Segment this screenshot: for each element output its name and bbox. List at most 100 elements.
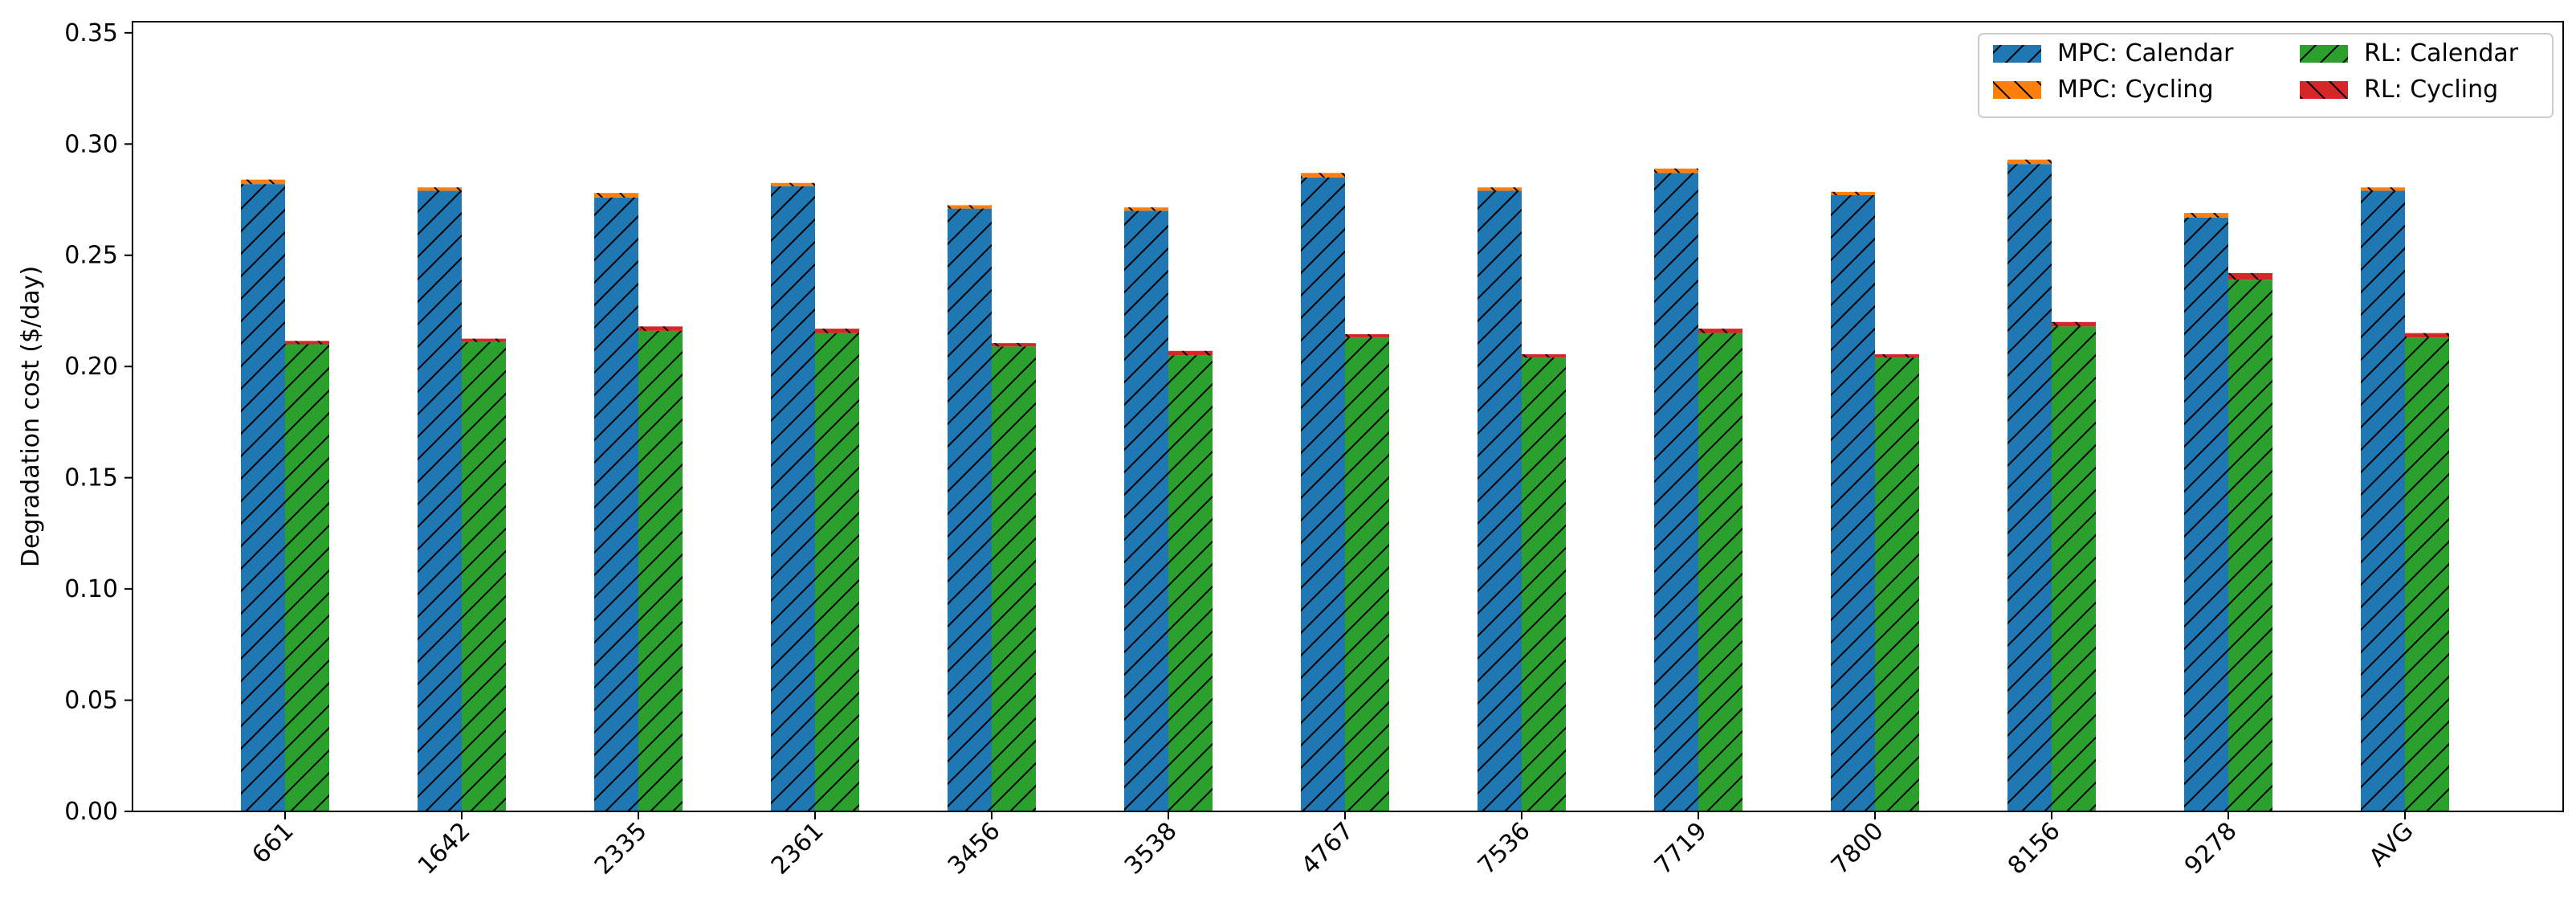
legend-label: MPC: Calendar (2057, 39, 2234, 67)
bar-mpc-calendar-7719 (1654, 173, 1698, 811)
bar-mpc-calendar-2361 (771, 186, 815, 811)
legend-label: RL: Cycling (2364, 76, 2498, 104)
bar-mpc-cycling-2361 (771, 182, 815, 186)
x-tick-label: 2361 (766, 817, 829, 880)
x-tick-label: 3538 (1119, 817, 1183, 880)
legend-item-mpc-cycling: MPC: Cycling (1993, 76, 2214, 104)
bar-rl-calendar-3538 (1168, 355, 1213, 811)
legend-swatch-hatch (2300, 81, 2348, 99)
bar-rl-calendar-1642 (462, 341, 506, 811)
bar-hatch (418, 190, 462, 811)
bar-hatch (2405, 333, 2449, 338)
bar-rl-cycling-3538 (1168, 350, 1213, 356)
bar-hatch (462, 338, 506, 342)
y-tick-label: 0.15 (64, 464, 118, 492)
bar-hatch (1698, 329, 1742, 333)
x-tick-label: 1642 (413, 817, 476, 880)
bar-hatch (1345, 337, 1389, 811)
bar-rl-cycling-7800 (1875, 353, 1919, 358)
bar-rl-cycling-3456 (992, 343, 1036, 347)
y-axis-label: Degradation cost ($/day) (17, 266, 45, 567)
bar-hatch (992, 343, 1036, 347)
bar-hatch (2405, 337, 2449, 811)
bar-rl-calendar-7800 (1875, 357, 1919, 812)
bar-mpc-calendar-1642 (418, 190, 462, 811)
bar-rl-cycling-661 (285, 341, 329, 345)
bar-hatch (1478, 190, 1522, 811)
x-tick-label: 2335 (589, 817, 653, 880)
bar-hatch (638, 326, 683, 331)
legend-label: RL: Calendar (2364, 39, 2519, 67)
bar-hatch (1124, 207, 1168, 211)
bar-rl-cycling-4767 (1345, 334, 1389, 338)
bar-mpc-calendar-7800 (1831, 194, 1875, 811)
bar-hatch (1345, 334, 1389, 338)
bar-mpc-calendar-7536 (1478, 190, 1522, 811)
bar-mpc-cycling-2335 (594, 193, 638, 198)
bar-rl-calendar-7536 (1522, 357, 1566, 812)
bar-hatch (1301, 177, 1345, 811)
bar-hatch (1875, 357, 1919, 812)
bar-mpc-cycling-AVG (2361, 187, 2405, 191)
bar-rl-calendar-2361 (815, 333, 859, 811)
bar-hatch (2184, 217, 2228, 812)
bar-hatch (2184, 213, 2228, 218)
y-tick-label: 0.20 (64, 353, 118, 381)
bar-mpc-calendar-2335 (594, 197, 638, 812)
bar-rl-cycling-AVG (2405, 333, 2449, 338)
legend-item-mpc-calendar: MPC: Calendar (1993, 39, 2234, 67)
bar-hatch (992, 346, 1036, 811)
bar-mpc-calendar-AVG (2361, 190, 2405, 811)
bar-hatch (2228, 280, 2272, 811)
y-tick-label: 0.00 (64, 798, 118, 826)
y-tick-label: 0.05 (64, 687, 118, 715)
x-tick-label: 4767 (1296, 817, 1359, 880)
bar-hatch (2228, 272, 2272, 280)
bar-hatch (1698, 333, 1742, 811)
bar-rl-calendar-2335 (638, 330, 683, 811)
bar-hatch (771, 182, 815, 186)
bar-mpc-calendar-9278 (2184, 217, 2228, 812)
x-tick-label: 8156 (2003, 817, 2066, 880)
bar-mpc-cycling-3456 (948, 205, 992, 209)
bar-hatch (1654, 173, 1698, 811)
bar-rl-cycling-1642 (462, 338, 506, 342)
bar-hatch (285, 344, 329, 811)
bar-rl-calendar-4767 (1345, 337, 1389, 811)
legend-swatch-hatch (1993, 81, 2041, 99)
bar-rl-calendar-3456 (992, 346, 1036, 811)
x-tick-label: 3456 (943, 817, 1006, 880)
x-tick-label: 7719 (1649, 817, 1713, 880)
bar-hatch (638, 330, 683, 811)
bar-hatch (285, 341, 329, 345)
legend-swatch-hatch (2300, 45, 2348, 63)
bar-hatch (2361, 187, 2405, 191)
axes-layer: 661 1642 2335 2361 3456 3538 4767 7536 7719 7800 8… (17, 19, 2564, 880)
bar-rl-cycling-2335 (638, 326, 683, 331)
legend: MPC: Calendar MPC: Cycling RL: Calendar RL:… (1978, 33, 2554, 118)
y-tick-label: 0.35 (64, 19, 118, 47)
bar-hatch (594, 197, 638, 812)
bar-hatch (1522, 357, 1566, 812)
y-tick-label: 0.30 (64, 130, 118, 158)
bar-mpc-cycling-7719 (1654, 168, 1698, 174)
x-tick-label: 9278 (2179, 817, 2243, 880)
bar-rl-calendar-AVG (2405, 337, 2449, 811)
bar-hatch (1654, 168, 1698, 174)
bar-hatch (2007, 159, 2052, 165)
bar-hatch (1301, 173, 1345, 178)
legend-item-rl-cycling: RL: Cycling (2300, 76, 2498, 104)
y-tick-label: 0.10 (64, 575, 118, 603)
bar-hatch (2361, 190, 2405, 811)
y-tick-label: 0.25 (64, 242, 118, 270)
bars-layer (241, 159, 2449, 812)
bar-mpc-cycling-7800 (1831, 191, 1875, 195)
bar-hatch (1478, 187, 1522, 191)
bar-hatch (594, 193, 638, 198)
x-tick-label: 7536 (1473, 817, 1536, 880)
bar-hatch (815, 333, 859, 811)
bar-hatch (771, 186, 815, 811)
bar-mpc-cycling-1642 (418, 187, 462, 191)
